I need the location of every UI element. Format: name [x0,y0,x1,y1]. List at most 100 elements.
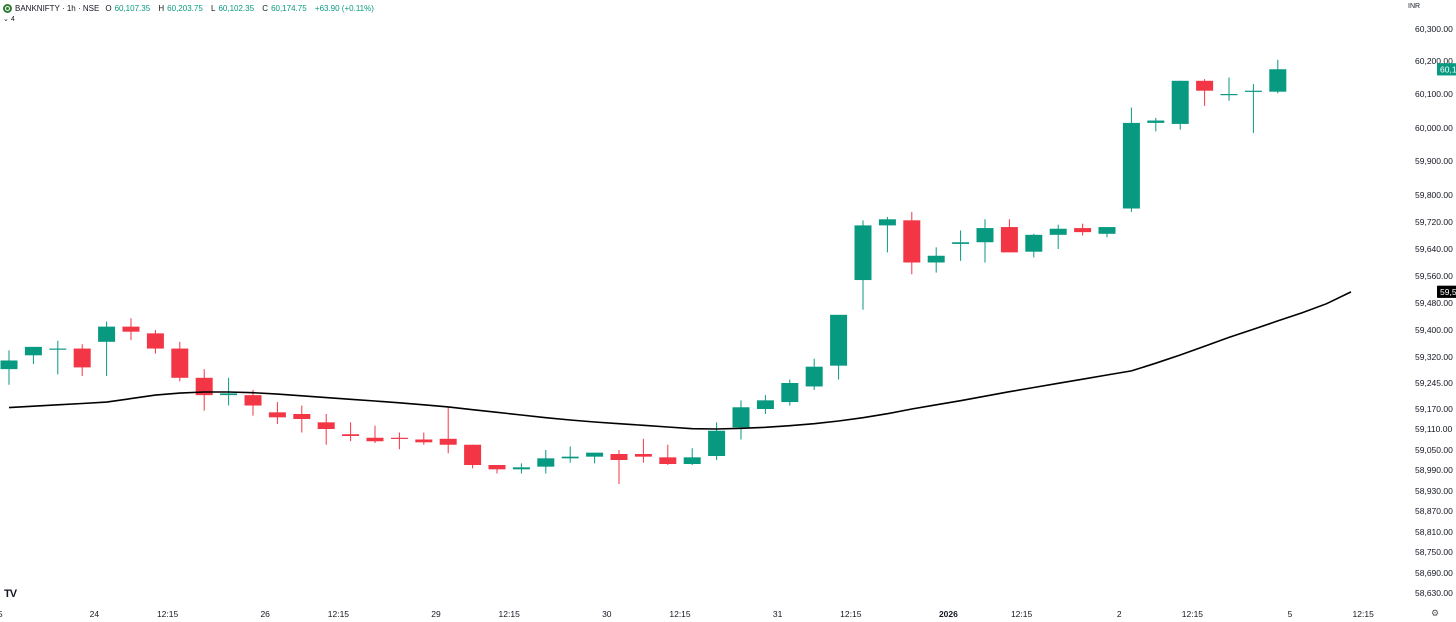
high-readout: H 60,203.75 [158,3,203,13]
candle-body [830,314,848,366]
y-axis-tick-label: 59,110.00 [1415,424,1452,434]
x-axis-tick-label: 24 [90,609,100,619]
candle-body [122,326,140,332]
x-axis-tick-label: 12:15 [0,609,3,619]
y-axis-tick-label: 59,800.00 [1415,190,1453,200]
candle-body [244,395,262,406]
y-axis-tick-label: 59,400.00 [1415,325,1453,335]
symbol-title[interactable]: BANKNIFTY · 1h · NSE [15,3,100,13]
candle-body [1244,90,1262,92]
candle-body [952,242,970,244]
candle-body [878,219,896,226]
x-axis-tick-label: 12:15 [1353,609,1375,619]
candle-body [268,412,286,418]
gear-icon[interactable]: ⚙ [1431,608,1440,618]
candle-body [1049,228,1067,235]
candle-body [1196,80,1214,91]
candle-body [512,467,530,470]
moving-average-line [8,291,1352,430]
x-axis-tick-label: 12:15 [840,609,862,619]
y-axis-tick-label: 59,480.00 [1415,298,1453,308]
candle-body [903,220,921,263]
candle-body [439,438,457,445]
y-axis-tick-label: 58,930.00 [1415,486,1453,496]
x-axis-tick-label: 12:15 [499,609,521,619]
candle-body [659,457,677,464]
price-tag-bg [1437,285,1456,298]
x-axis-tick-label: 30 [602,609,612,619]
y-axis-tick-label: 58,630.00 [1415,588,1453,598]
candle-body [1074,228,1092,233]
candle-body [586,452,604,457]
x-axis-tick-label: 29 [431,609,441,619]
y-axis-tick-label: 59,720.00 [1415,217,1453,227]
y-axis-tick-label: 59,900.00 [1415,156,1453,166]
candle-body [195,377,213,396]
candle-body [805,366,823,387]
candle-body [146,333,164,349]
candle-body [73,348,91,368]
x-axis-tick-label: 26 [260,609,270,619]
candle-body [561,456,579,459]
symbol-logo-icon [3,3,12,13]
x-axis-tick-label: 2 [1117,609,1122,619]
candle-body [1000,227,1018,253]
y-axis-tick-label: 58,810.00 [1415,527,1453,537]
x-axis-tick-label: 12:15 [1182,609,1204,619]
candle-body [415,439,433,443]
y-axis-tick-label: 59,560.00 [1415,271,1453,281]
candle-body [366,437,384,442]
candle-body [1147,120,1165,123]
candle-body [781,383,799,403]
y-axis-tick-label: 59,320.00 [1415,352,1453,362]
candle-body [24,346,42,356]
x-axis-tick-label: 5 [1288,609,1293,619]
close-readout: C 60,174.75 [262,3,307,13]
low-readout: L 60,102.35 [211,3,255,13]
candle-body [0,360,18,370]
candle-body [1098,227,1116,234]
y-axis-tick-label: 58,690.00 [1415,568,1453,578]
candle-body [1122,122,1140,209]
x-axis-tick-label: 2026 [939,609,958,619]
candle-body [610,454,628,460]
y-axis-tick-label: 60,000.00 [1415,123,1453,133]
candle-body [1269,69,1287,92]
candle-body [49,348,67,350]
chart-header: BANKNIFTY · 1h · NSE O 60,107.35 H 60,203.… [3,2,377,14]
candle-body [1025,234,1043,252]
price-tag-label: 60,174.75 [1440,64,1456,74]
y-axis-tick-label: 59,245.00 [1415,378,1453,388]
indicators-toggle[interactable]: ⌄ 4 [3,16,15,23]
candle-body [634,454,652,457]
candle-body [171,348,189,378]
candle-body [390,437,408,439]
candle-body [293,414,311,419]
y-axis-tick-label: 59,640.00 [1415,244,1453,254]
candle-body [756,400,774,409]
candle-body [1220,94,1238,96]
indicator-count: 4 [10,16,15,23]
ohlc-values: O 60,107.35 H 60,203.75 L 60,102.35 C 60,174… [105,4,377,13]
y-axis-tick-label: 58,990.00 [1415,465,1453,475]
change-readout: +63.90 (+0.11%) [314,3,374,13]
candle-body [732,407,750,428]
candle-body [317,422,335,429]
candle-body [342,434,360,436]
candle-body [488,465,506,470]
candle-body [1171,80,1189,124]
candle-body [220,393,238,396]
candle-body [927,255,945,263]
x-axis-tick-label: 31 [773,609,783,619]
currency-label[interactable]: INR [1408,3,1421,10]
y-axis-tick-label: 59,050.00 [1415,445,1453,455]
y-axis-tick-label: 58,870.00 [1415,506,1453,516]
candle-body [683,457,701,464]
x-axis-tick-label: 12:15 [669,609,691,619]
candle-body [708,430,726,456]
x-axis-tick-label: 12:15 [157,609,179,619]
open-readout: O 60,107.35 [105,3,151,13]
price-tag-label: 59,513.23 [1440,287,1456,297]
tradingview-logo: TV [4,588,17,600]
